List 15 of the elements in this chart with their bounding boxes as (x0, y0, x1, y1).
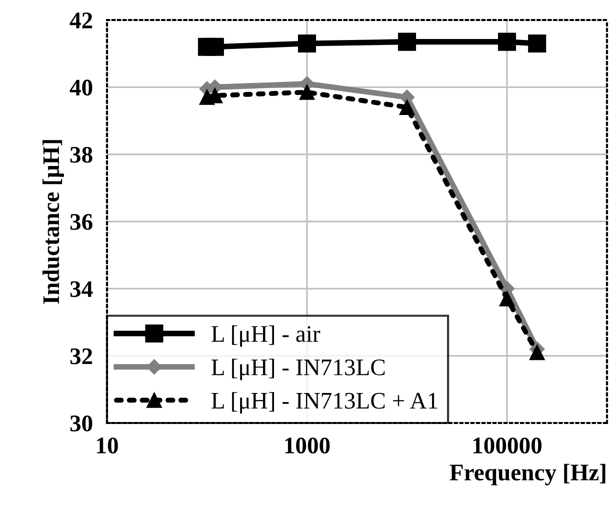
x-axis-title: Frequency [Hz] (450, 464, 606, 486)
x-tick-label: 100000 (473, 438, 542, 454)
y-tick-label: 32 (70, 348, 92, 364)
legend-label: L [μH] - IN713LC (212, 358, 385, 380)
x-tick-label: 1000 (285, 438, 330, 454)
y-tick-label: 38 (70, 146, 92, 163)
y-axis-title: Inductance [μH] (42, 140, 64, 304)
x-tick-label: 10 (97, 438, 118, 454)
y-tick-label: 40 (70, 80, 92, 96)
y-tick-label: 34 (70, 281, 93, 298)
legend-label: L [μH] - air (212, 325, 320, 347)
y-tick-label: 30 (70, 415, 92, 432)
y-tick-label: 42 (70, 12, 92, 28)
y-tick-label: 36 (70, 214, 92, 230)
legend-label: L [μH] - IN713LC + A1 (212, 392, 438, 414)
